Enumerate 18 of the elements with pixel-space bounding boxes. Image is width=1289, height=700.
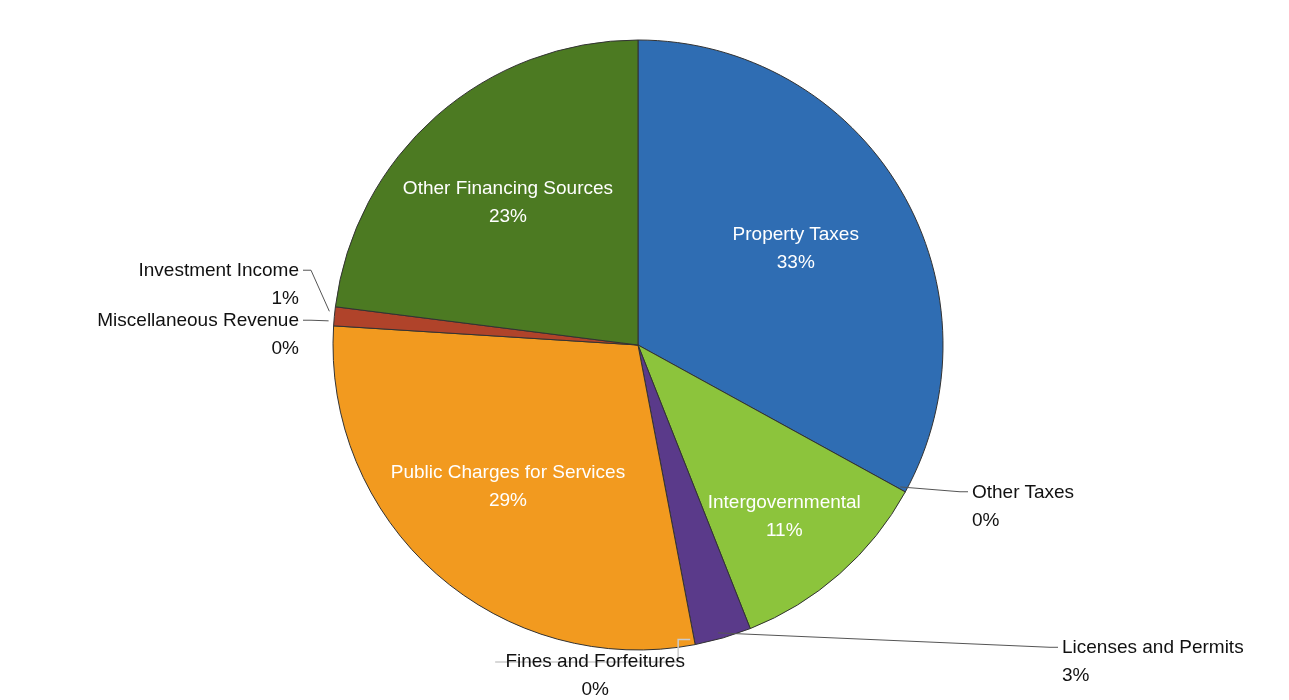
- data-label: 33%: [776, 250, 815, 272]
- text: 0%: [972, 508, 1000, 530]
- slice-label: Public Charges for Services: [390, 460, 626, 482]
- slice-label: Investment Income: [138, 259, 299, 281]
- slice-label: Licenses and Permits: [1062, 636, 1244, 658]
- text: 0%: [581, 678, 609, 699]
- text: 0%: [271, 337, 299, 359]
- data-label: 23%: [488, 205, 528, 227]
- data-label: 29%: [488, 488, 528, 510]
- data-label: 3%: [1062, 664, 1090, 686]
- legend-label: Other Taxes: [972, 480, 1075, 502]
- data-label: 1%: [271, 287, 300, 309]
- slice-label: Property Taxes: [732, 222, 859, 244]
- category-label: Miscellaneous Revenue: [97, 309, 299, 331]
- data-label: 11%: [765, 518, 803, 540]
- slice-label: Other Financing Sources: [402, 177, 614, 199]
- category-label: Fines and Forfeitures: [505, 650, 685, 671]
- slice-label: Intergovernmental: [707, 490, 861, 512]
